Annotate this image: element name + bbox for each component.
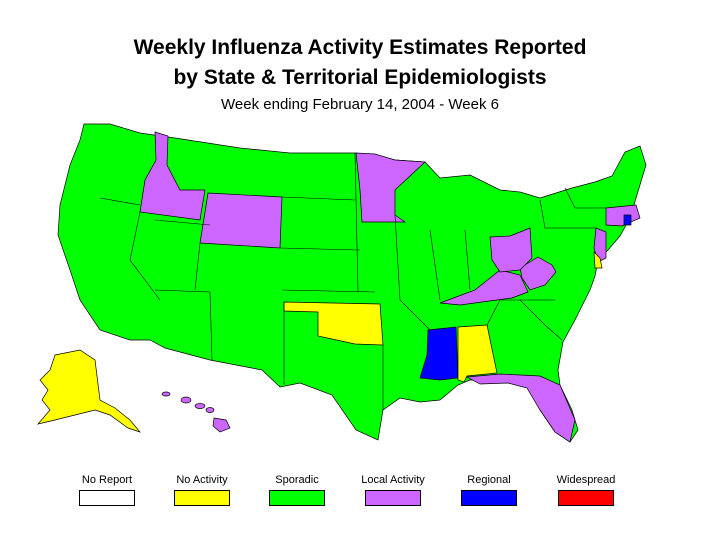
legend-no-activity: No Activity [157, 474, 247, 506]
state-wyoming [199, 192, 283, 249]
state-rhode-island [623, 214, 632, 226]
state-west-virginia [519, 256, 557, 291]
legend-regional: Regional [444, 474, 534, 506]
state-idaho [139, 131, 206, 221]
state-minnesota [355, 152, 426, 223]
state-new-jersey [593, 227, 607, 263]
state-hawaii [161, 391, 231, 433]
legend-local-activity: Local Activity [348, 474, 438, 506]
state-borders [99, 152, 606, 410]
state-kentucky [439, 269, 529, 306]
legend-label: Sporadic [275, 474, 319, 486]
legend-swatch [174, 490, 230, 506]
legend-swatch [79, 490, 135, 506]
state-ohio [489, 227, 533, 273]
legend-label: No Activity [176, 474, 228, 486]
state-massachusetts [605, 204, 641, 227]
legend-swatch [365, 490, 421, 506]
subtitle: Week ending February 14, 2004 - Week 6 [221, 96, 499, 113]
legend-no-report: No Report [62, 474, 152, 506]
legend-swatch [461, 490, 517, 506]
state-mississippi [419, 326, 459, 381]
legend-label: Regional [467, 474, 511, 486]
legend-label: No Report [81, 474, 133, 486]
title-line-2: by State & Territorial Epidemiologists [173, 66, 547, 89]
state-alaska [37, 349, 142, 433]
legend-swatch [558, 490, 614, 506]
state-oklahoma [283, 301, 384, 346]
legend-label: Widespread [556, 474, 616, 486]
state-florida [465, 373, 576, 443]
state-delaware [593, 251, 603, 269]
title-line-1: Weekly Influenza Activity Estimates Repo… [133, 36, 587, 59]
legend-swatch [269, 490, 325, 506]
legend-widespread: Widespread [541, 474, 631, 506]
legend-sporadic: Sporadic [252, 474, 342, 506]
legend-label: Local Activity [361, 474, 425, 486]
